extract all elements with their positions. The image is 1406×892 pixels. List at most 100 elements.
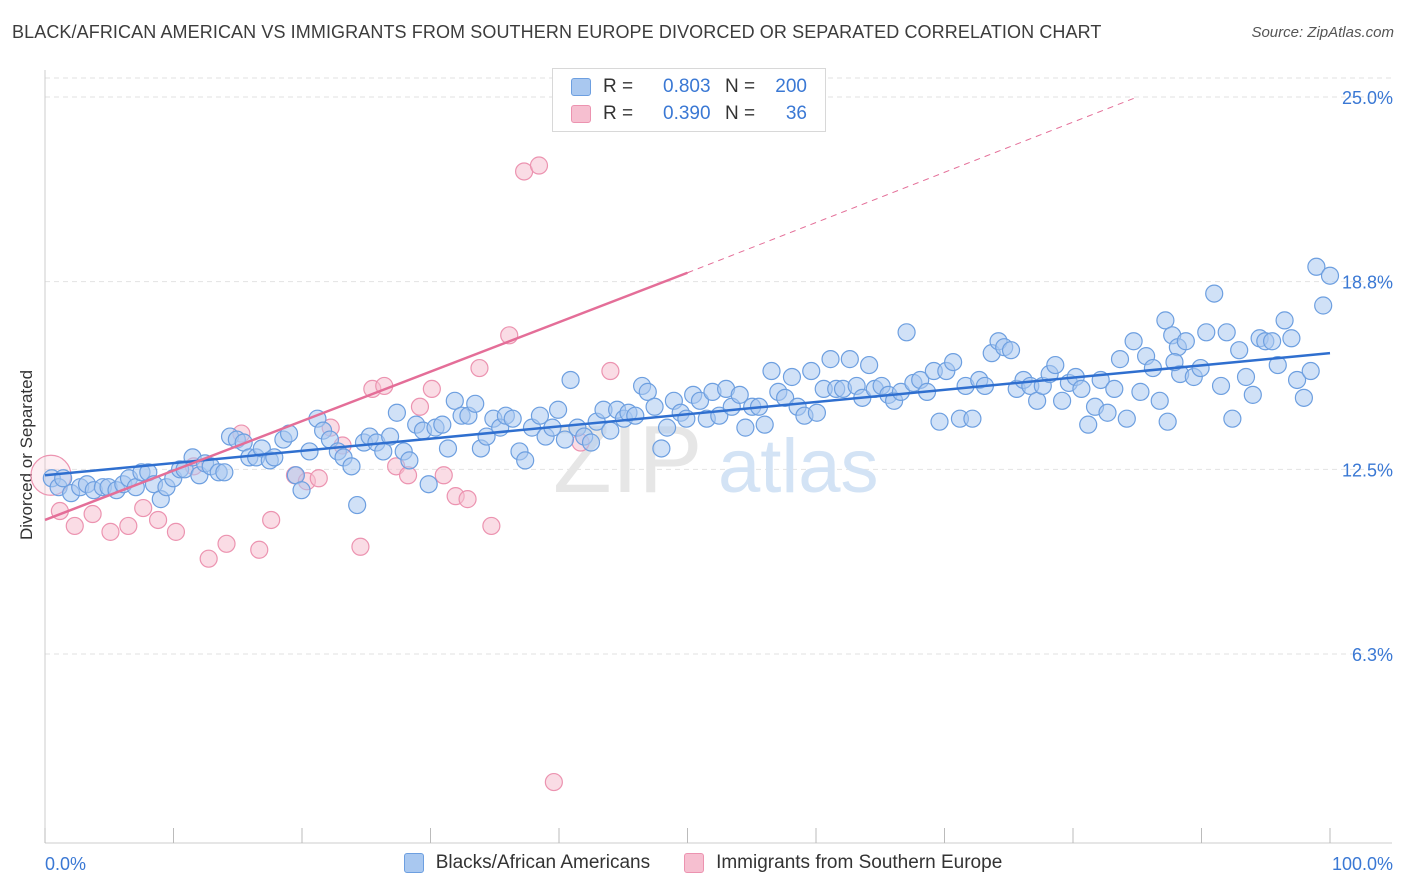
pink-data-point (601, 361, 620, 381)
blue-data-point (626, 406, 645, 425)
blue-data-point (944, 352, 963, 372)
legend-n-label: N = (725, 103, 756, 124)
blue-data-point (652, 439, 671, 458)
pink-data-point (482, 516, 501, 536)
blue-data-point (1156, 311, 1175, 330)
pink-data-point (309, 469, 328, 488)
x-tick-labels: 0.0% 100.0% (45, 854, 1393, 874)
blue-data-point (1124, 332, 1143, 351)
blue-trend-line (44, 351, 1331, 477)
blue-data-point (555, 430, 575, 449)
pink-data-point (458, 490, 477, 509)
blue-data-point (530, 406, 550, 425)
legend-n-label: N = (725, 76, 756, 97)
legend-r-value: 0.803 (663, 76, 711, 97)
blue-data-point (1263, 332, 1282, 351)
blue-data-point (561, 370, 580, 390)
blue-data-point (387, 403, 406, 422)
y-tick-label: 6.3% (1352, 645, 1393, 665)
blue-data-point (963, 409, 982, 428)
blue-data-point (802, 361, 821, 381)
y-tick-label: 12.5% (1342, 460, 1393, 480)
pink-data-point (410, 397, 430, 416)
blue-data-point (1001, 341, 1021, 360)
blue-data-point (657, 418, 677, 437)
blue-data-point (419, 475, 438, 494)
blue-data-point (265, 448, 284, 467)
blue-data-point (782, 367, 802, 387)
trend-lines (44, 96, 1331, 522)
pink-data-point (470, 358, 489, 378)
pink-data-point (199, 549, 218, 568)
blue-data-point (645, 397, 664, 416)
pink-data-point (134, 498, 153, 518)
y-tick-labels: 6.3% 12.5% 18.8% 25.0% (1342, 88, 1393, 665)
blue-data-point (1275, 311, 1294, 330)
legend-swatch-blue (571, 78, 591, 96)
blue-data-point (755, 415, 774, 434)
legend-r-value: 0.390 (663, 103, 711, 124)
pink-trend-extension (687, 96, 1138, 274)
blue-data-point (433, 415, 452, 434)
blue-data-point (581, 433, 601, 452)
blue-data-point (1176, 332, 1195, 351)
blue-data-point (348, 495, 367, 515)
blue-data-point (1236, 367, 1256, 387)
pink-data-point (434, 466, 453, 485)
pink-data-point (101, 522, 120, 541)
blue-data-point (930, 412, 949, 431)
watermark-atlas: atlas (718, 424, 879, 509)
source-credit: Source: ZipAtlas.com (1251, 24, 1394, 41)
blue-data-point (730, 385, 749, 404)
blue-data-point (840, 350, 859, 369)
pink-data-point (83, 504, 102, 524)
y-tick-label: 25.0% (1342, 88, 1393, 108)
blue-data-point (215, 463, 234, 482)
blue-data-point (1053, 391, 1072, 410)
blue-data-point (1294, 388, 1313, 407)
pink-data-point (119, 516, 138, 536)
x-tick-label-end: 100.0% (1332, 854, 1393, 874)
blue-data-point (1307, 257, 1326, 276)
blue-data-point (1205, 284, 1224, 303)
pink-trend-line (44, 271, 688, 522)
pink-data-point (148, 510, 168, 530)
blue-data-point (1143, 358, 1163, 378)
pink-series-points (30, 156, 620, 792)
blue-data-point (342, 457, 361, 476)
blue-data-point (1098, 403, 1117, 422)
blue-data-point (438, 439, 458, 458)
chart-title: BLACK/AFRICAN AMERICAN VS IMMIGRANTS FRO… (12, 22, 1102, 42)
correlation-legend: R = 0.803 N = 200 R = 0.390 N = 36 (552, 68, 826, 132)
blue-data-point (548, 400, 568, 419)
blue-data-point (1301, 361, 1320, 381)
legend-swatch-pink (684, 853, 705, 873)
blue-data-point (1230, 341, 1249, 360)
blue-data-point (1223, 409, 1242, 428)
series-legend: Blacks/African Americans Immigrants from… (0, 852, 1406, 874)
blue-data-point (1268, 355, 1287, 375)
blue-data-point (1320, 266, 1340, 285)
blue-data-point (690, 391, 710, 410)
blue-data-point (776, 388, 795, 407)
legend-r-label: R = (603, 76, 634, 97)
blue-data-point (1131, 382, 1150, 401)
blue-data-point (445, 391, 464, 410)
pink-data-point (166, 522, 186, 541)
blue-data-point (860, 355, 879, 375)
blue-data-point (292, 481, 311, 500)
blue-data-point (1197, 323, 1216, 342)
blue-data-point (1046, 355, 1065, 375)
blue-data-point (638, 382, 657, 401)
pink-data-point (544, 772, 563, 792)
blue-data-point (1314, 296, 1333, 315)
blue-data-point (1211, 376, 1231, 396)
blue-data-point (1105, 379, 1124, 399)
blue-data-point (1072, 379, 1091, 399)
blue-data-point (807, 403, 827, 422)
legend-n-value: 200 (775, 76, 807, 97)
blue-data-point (380, 427, 400, 446)
pink-data-point (351, 537, 370, 556)
legend-item-blacks: Blacks/African Americans (403, 852, 650, 874)
